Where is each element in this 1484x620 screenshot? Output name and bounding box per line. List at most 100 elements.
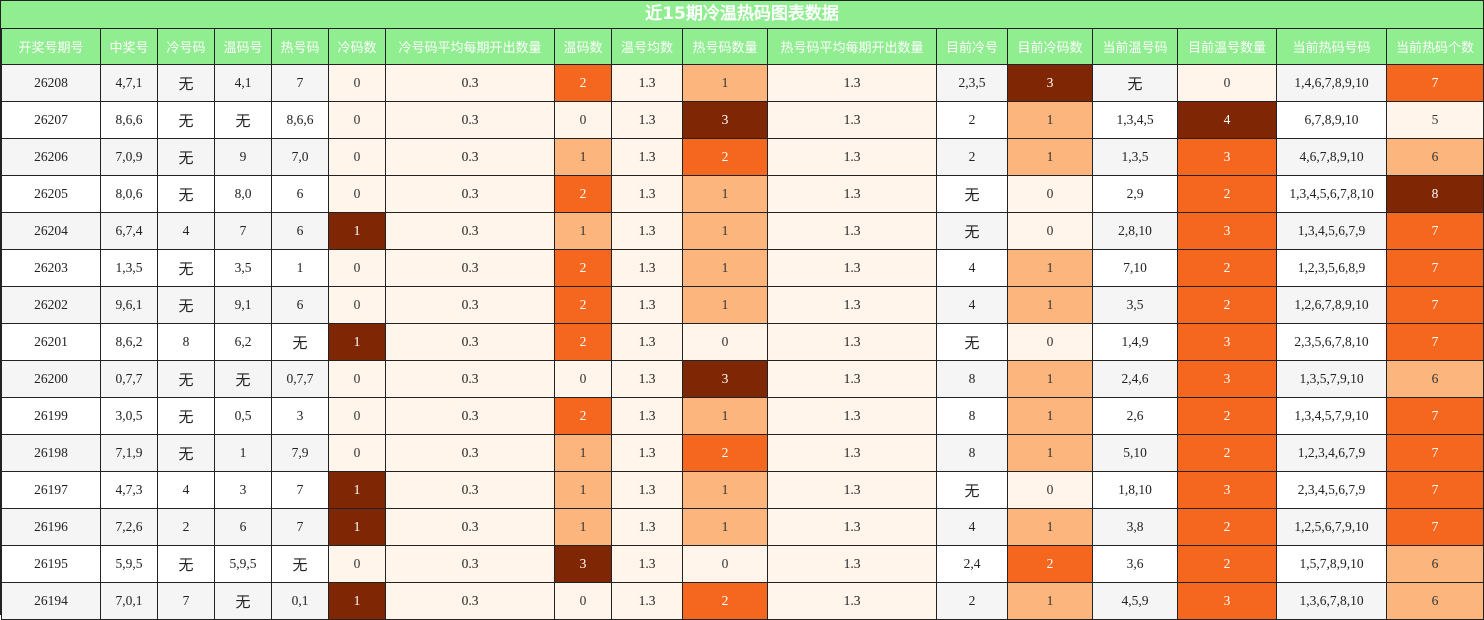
- table-cell: 2,6: [1092, 397, 1178, 435]
- table-cell: 1,3,5,7,9,10: [1276, 360, 1387, 398]
- table-cell: 1,2,3,4,6,7,9: [1276, 434, 1387, 472]
- column-header: 冷号码: [157, 29, 215, 65]
- table-cell: 26195: [1, 545, 101, 583]
- table-row: 26200 0,7,7 无无 0,7,7 0 0.3 0 1.3 3 1.3 8 1 2,4,6 3 1,3…: [1, 360, 1484, 398]
- table-cell: 无: [936, 471, 1008, 509]
- table-cell: 无: [214, 360, 272, 398]
- table-cell: 1.3: [611, 249, 683, 287]
- table-cell: 1,4,9: [1092, 323, 1178, 361]
- table-row: 26194 7,0,1 7 无 0,1 1 0.3 0 1.3 2 1.3 2 1 4,5,9 3 1,3,6…: [1, 582, 1484, 620]
- table-cell: 2,4,6: [1092, 360, 1178, 398]
- table-cell: 1: [682, 175, 768, 213]
- table-cell: 1.3: [767, 434, 937, 472]
- table-cell: 1: [328, 323, 386, 361]
- column-header: 冷码数: [328, 29, 386, 65]
- table-cell: 1.3: [611, 175, 683, 213]
- table-cell: 无: [214, 101, 272, 139]
- table-cell: 6,7,8,9,10: [1276, 101, 1387, 139]
- table-cell: 3,5: [214, 249, 272, 287]
- table-cell: 4,6,7,8,9,10: [1276, 138, 1387, 176]
- table-cell: 0: [328, 101, 386, 139]
- table-cell: 0: [1007, 323, 1093, 361]
- table-cell: 2,3,5: [936, 64, 1008, 102]
- table-cell: 8: [936, 397, 1008, 435]
- table-cell: 7,9: [271, 434, 329, 472]
- table-cell: 3: [1177, 212, 1277, 250]
- table-cell: 3: [1177, 323, 1277, 361]
- table-cell: 2: [936, 101, 1008, 139]
- table-cell: 1,2,3,5,6,8,9: [1276, 249, 1387, 287]
- table-cell: 4,7,1: [100, 64, 158, 102]
- table-cell: 7: [1386, 471, 1484, 509]
- table-cell: 3,0,5: [100, 397, 158, 435]
- table-cell: 1: [554, 212, 612, 250]
- table-cell: 26198: [1, 434, 101, 472]
- table-cell: 3: [271, 397, 329, 435]
- table-cell: 无: [157, 101, 215, 139]
- table-cell: 0.3: [385, 323, 555, 361]
- table-cell: 6: [1386, 545, 1484, 583]
- table-cell: 1: [1007, 582, 1093, 620]
- table-cell: 5: [1386, 101, 1484, 139]
- table-cell: 6,2: [214, 323, 272, 361]
- table-cell: 8,0: [214, 175, 272, 213]
- table-cell: 3: [214, 471, 272, 509]
- column-header: 开奖号期号: [1, 29, 101, 65]
- table-cell: 1,2,6,7,8,9,10: [1276, 286, 1387, 324]
- table-cell: 8,6,6: [100, 101, 158, 139]
- table-cell: 1,3,5: [100, 249, 158, 287]
- table-cell: 2: [554, 64, 612, 102]
- column-header: 当前温号码: [1092, 29, 1178, 65]
- column-header: 热号码平均每期开出数量: [767, 29, 937, 65]
- table-row: 26197 4,7,3 4 3 7 1 0.3 1 1.3 1 1.3 无 0 1,8,10 3 2,3,4,…: [1, 471, 1484, 509]
- table-cell: 1,3,6,7,8,10: [1276, 582, 1387, 620]
- table-cell: 4: [936, 286, 1008, 324]
- table-cell: 26197: [1, 471, 101, 509]
- table-cell: 无: [157, 175, 215, 213]
- table-cell: 0: [554, 582, 612, 620]
- table-cell: 3: [1177, 471, 1277, 509]
- table-cell: 6: [214, 508, 272, 546]
- table-cell: 1: [554, 138, 612, 176]
- table-cell: 1.3: [767, 286, 937, 324]
- table-cell: 0.3: [385, 138, 555, 176]
- table-cell: 1: [682, 471, 768, 509]
- table-cell: 26207: [1, 101, 101, 139]
- table-row: 26199 3,0,5 无 0,5 3 0 0.3 2 1.3 1 1.3 8 1 2,6 2 1,3,4,5…: [1, 397, 1484, 435]
- table-cell: 1: [682, 64, 768, 102]
- table-cell: 2,4: [936, 545, 1008, 583]
- table-cell: 1: [214, 434, 272, 472]
- table-cell: 8,6,6: [271, 101, 329, 139]
- table-cell: 26202: [1, 286, 101, 324]
- table-row: 26195 5,9,5 无 5,9,5 无 0 0.3 3 1.3 0 1.3 2,4 2 3,6 2 1,5…: [1, 545, 1484, 583]
- table-cell: 1,3,4,5,6,7,9: [1276, 212, 1387, 250]
- table-cell: 3: [1007, 64, 1093, 102]
- table-cell: 4: [936, 249, 1008, 287]
- table-cell: 6: [1386, 138, 1484, 176]
- table-cell: 1: [328, 582, 386, 620]
- table-cell: 7,1,9: [100, 434, 158, 472]
- table-cell: 7: [271, 508, 329, 546]
- table-cell: 0: [1177, 64, 1277, 102]
- table-cell: 1: [554, 471, 612, 509]
- table-cell: 3,5: [1092, 286, 1178, 324]
- table-cell: 无: [157, 64, 215, 102]
- table-cell: 7,0: [271, 138, 329, 176]
- table-cell: 7: [1386, 286, 1484, 324]
- table-cell: 无: [157, 434, 215, 472]
- table-cell: 1.3: [767, 582, 937, 620]
- table-cell: 1.3: [611, 64, 683, 102]
- table-cell: 9,1: [214, 286, 272, 324]
- table-body: 26208 4,7,1 无 4,1 7 0 0.3 2 1.3 1 1.3 2,3,5 3 无 0 1,4,6…: [1, 64, 1484, 620]
- table-cell: 1,3,4,5,6,7,8,10: [1276, 175, 1387, 213]
- table-cell: 1,3,4,5: [1092, 101, 1178, 139]
- table-cell: 7: [214, 212, 272, 250]
- table-cell: 1.3: [767, 64, 937, 102]
- table-cell: 1: [682, 212, 768, 250]
- table-row: 26198 7,1,9 无 1 7,9 0 0.3 1 1.3 2 1.3 8 1 5,10 2 1,2,3,…: [1, 434, 1484, 472]
- table-cell: 0: [682, 545, 768, 583]
- table-cell: 0.3: [385, 360, 555, 398]
- table-cell: 2: [682, 138, 768, 176]
- table-cell: 无: [936, 323, 1008, 361]
- table-cell: 0.3: [385, 582, 555, 620]
